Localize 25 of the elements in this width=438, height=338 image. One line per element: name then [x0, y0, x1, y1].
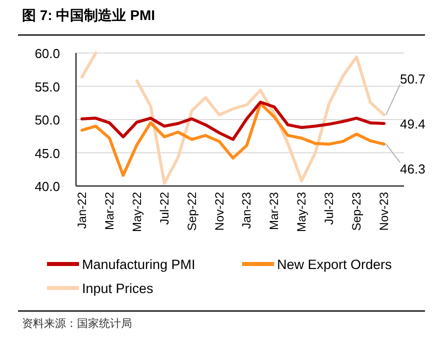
- x-tick-label: Jan-23: [240, 192, 254, 229]
- legend-label: Input Prices: [82, 281, 154, 296]
- data-label: 49.4: [400, 116, 426, 132]
- y-tick-label: 55.0: [34, 79, 60, 94]
- y-tick-label: 45.0: [34, 146, 60, 161]
- legend-label: Manufacturing PMI: [82, 257, 196, 272]
- x-tick-label: Jan-22: [75, 192, 89, 229]
- y-tick-label: 40.0: [34, 179, 60, 194]
- y-tick-label: 50.0: [34, 112, 60, 128]
- text: 资料来源：国家统计局: [22, 317, 132, 330]
- x-tick-label: Mar-22: [102, 192, 116, 230]
- legend-label: New Export Orders: [277, 257, 392, 272]
- x-tick-label: Nov-22: [212, 192, 226, 231]
- x-tick-label: Jul-23: [322, 192, 336, 225]
- data-label: 50.7: [400, 71, 426, 86]
- x-tick-label: May-23: [294, 192, 309, 232]
- x-tick-label: Mar-23: [267, 192, 282, 230]
- y-tick-label: 60.0: [34, 46, 60, 61]
- x-tick-label: Sep-22: [184, 192, 199, 231]
- x-tick-label: Jul-22: [157, 192, 172, 225]
- x-tick-label: May-22: [130, 192, 144, 232]
- x-tick-label: Nov-23: [377, 192, 391, 231]
- x-tick-label: Sep-23: [350, 192, 364, 231]
- data-label: 46.3: [400, 161, 426, 176]
- chart-title: 图 7: 中国制造业 PMI: [22, 7, 156, 23]
